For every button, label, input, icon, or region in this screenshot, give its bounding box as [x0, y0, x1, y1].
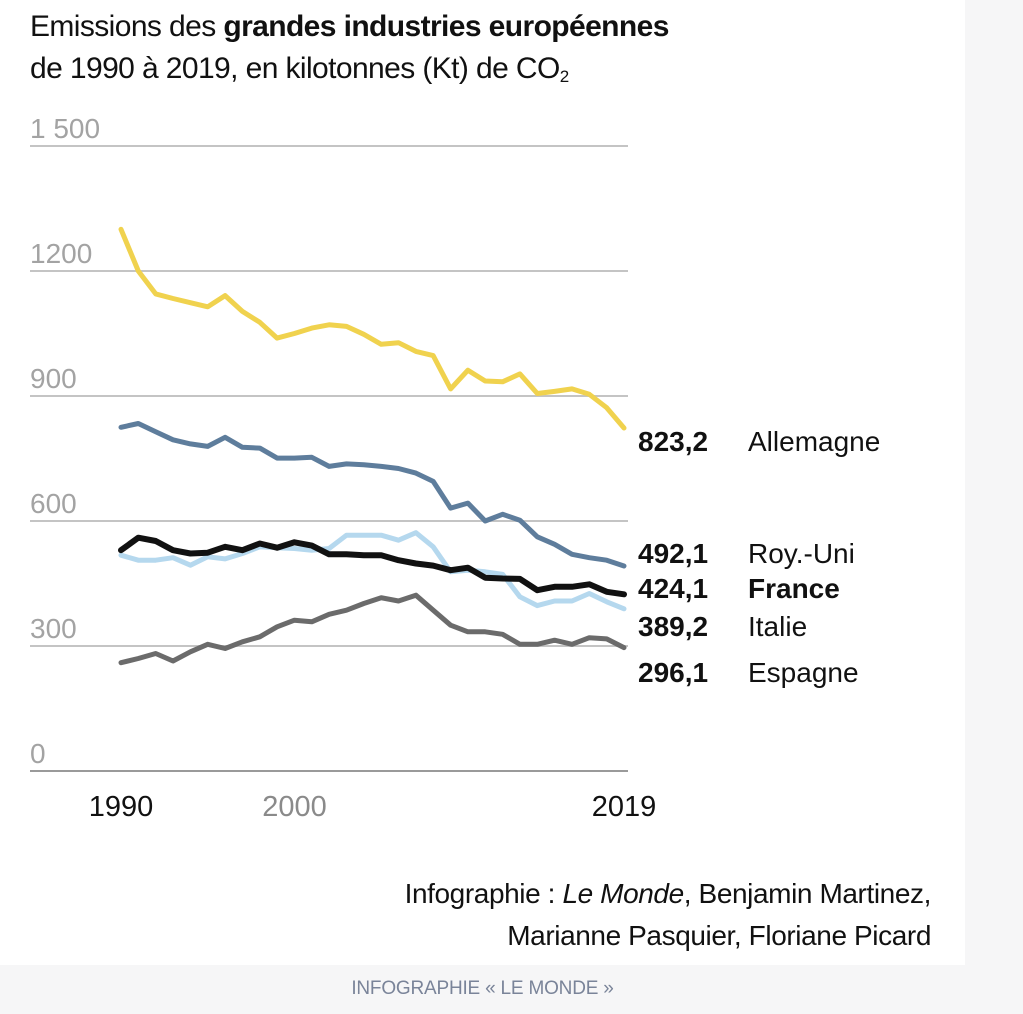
series-line-allemagne	[118, 226, 627, 431]
subtitle-subscript: 2	[559, 67, 569, 86]
title-prefix: Emissions des	[30, 10, 224, 43]
end-value-label: 296,1	[638, 657, 708, 688]
y-tick-label: 1 500	[30, 113, 100, 144]
series-name-label: Espagne	[748, 657, 859, 688]
series-line-espagne	[118, 592, 627, 666]
x-tick-label: 2019	[592, 791, 657, 823]
end-value-label: 424,1	[638, 573, 708, 604]
chart-subtitle: de 1990 à 2019, en kilotonnes (Kt) de CO…	[30, 52, 569, 87]
series-name-label: France	[748, 573, 840, 604]
x-tick-label: 2000	[262, 791, 327, 823]
footer-caption: INFOGRAPHIE « LE MONDE »	[351, 978, 614, 999]
x-tick-label: 1990	[89, 791, 154, 823]
series-line-italie	[118, 530, 627, 612]
y-tick-label: 0	[30, 738, 46, 769]
end-value-label: 492,1	[638, 538, 708, 569]
line-chart: 0 300 600 900 1200 1 500 1990 2000 2019 823,2 Alle…	[30, 113, 880, 823]
credit-rest: , Benjamin Martinez,	[683, 878, 932, 909]
y-tick-label: 900	[30, 363, 77, 394]
y-tick-label: 300	[30, 613, 77, 644]
series-line-royuni	[118, 421, 627, 569]
chart-title: Emissions des grandes industries europée…	[30, 10, 669, 44]
title-bold: grandes industries européennes	[223, 10, 669, 43]
series-line-france	[118, 534, 627, 598]
series-name-label: Allemagne	[748, 426, 880, 457]
chart-card	[0, 0, 965, 965]
credit-line-1: Infographie : Le Monde, Benjamin Martine…	[404, 878, 932, 910]
credit-italic: Le Monde	[562, 878, 684, 909]
y-tick-label: 1200	[30, 238, 92, 269]
end-value-label: 389,2	[638, 611, 708, 642]
series-name-label: Roy.-Uni	[748, 538, 855, 569]
credit-prefix: Infographie :	[404, 878, 563, 909]
series-name-label: Italie	[748, 611, 807, 642]
y-tick-label: 600	[30, 488, 77, 519]
end-value-label: 823,2	[638, 426, 708, 457]
credit-line-2: Marianne Pasquier, Floriane Picard	[507, 920, 931, 951]
subtitle-text: de 1990 à 2019, en kilotonnes (Kt) de CO	[30, 52, 560, 85]
